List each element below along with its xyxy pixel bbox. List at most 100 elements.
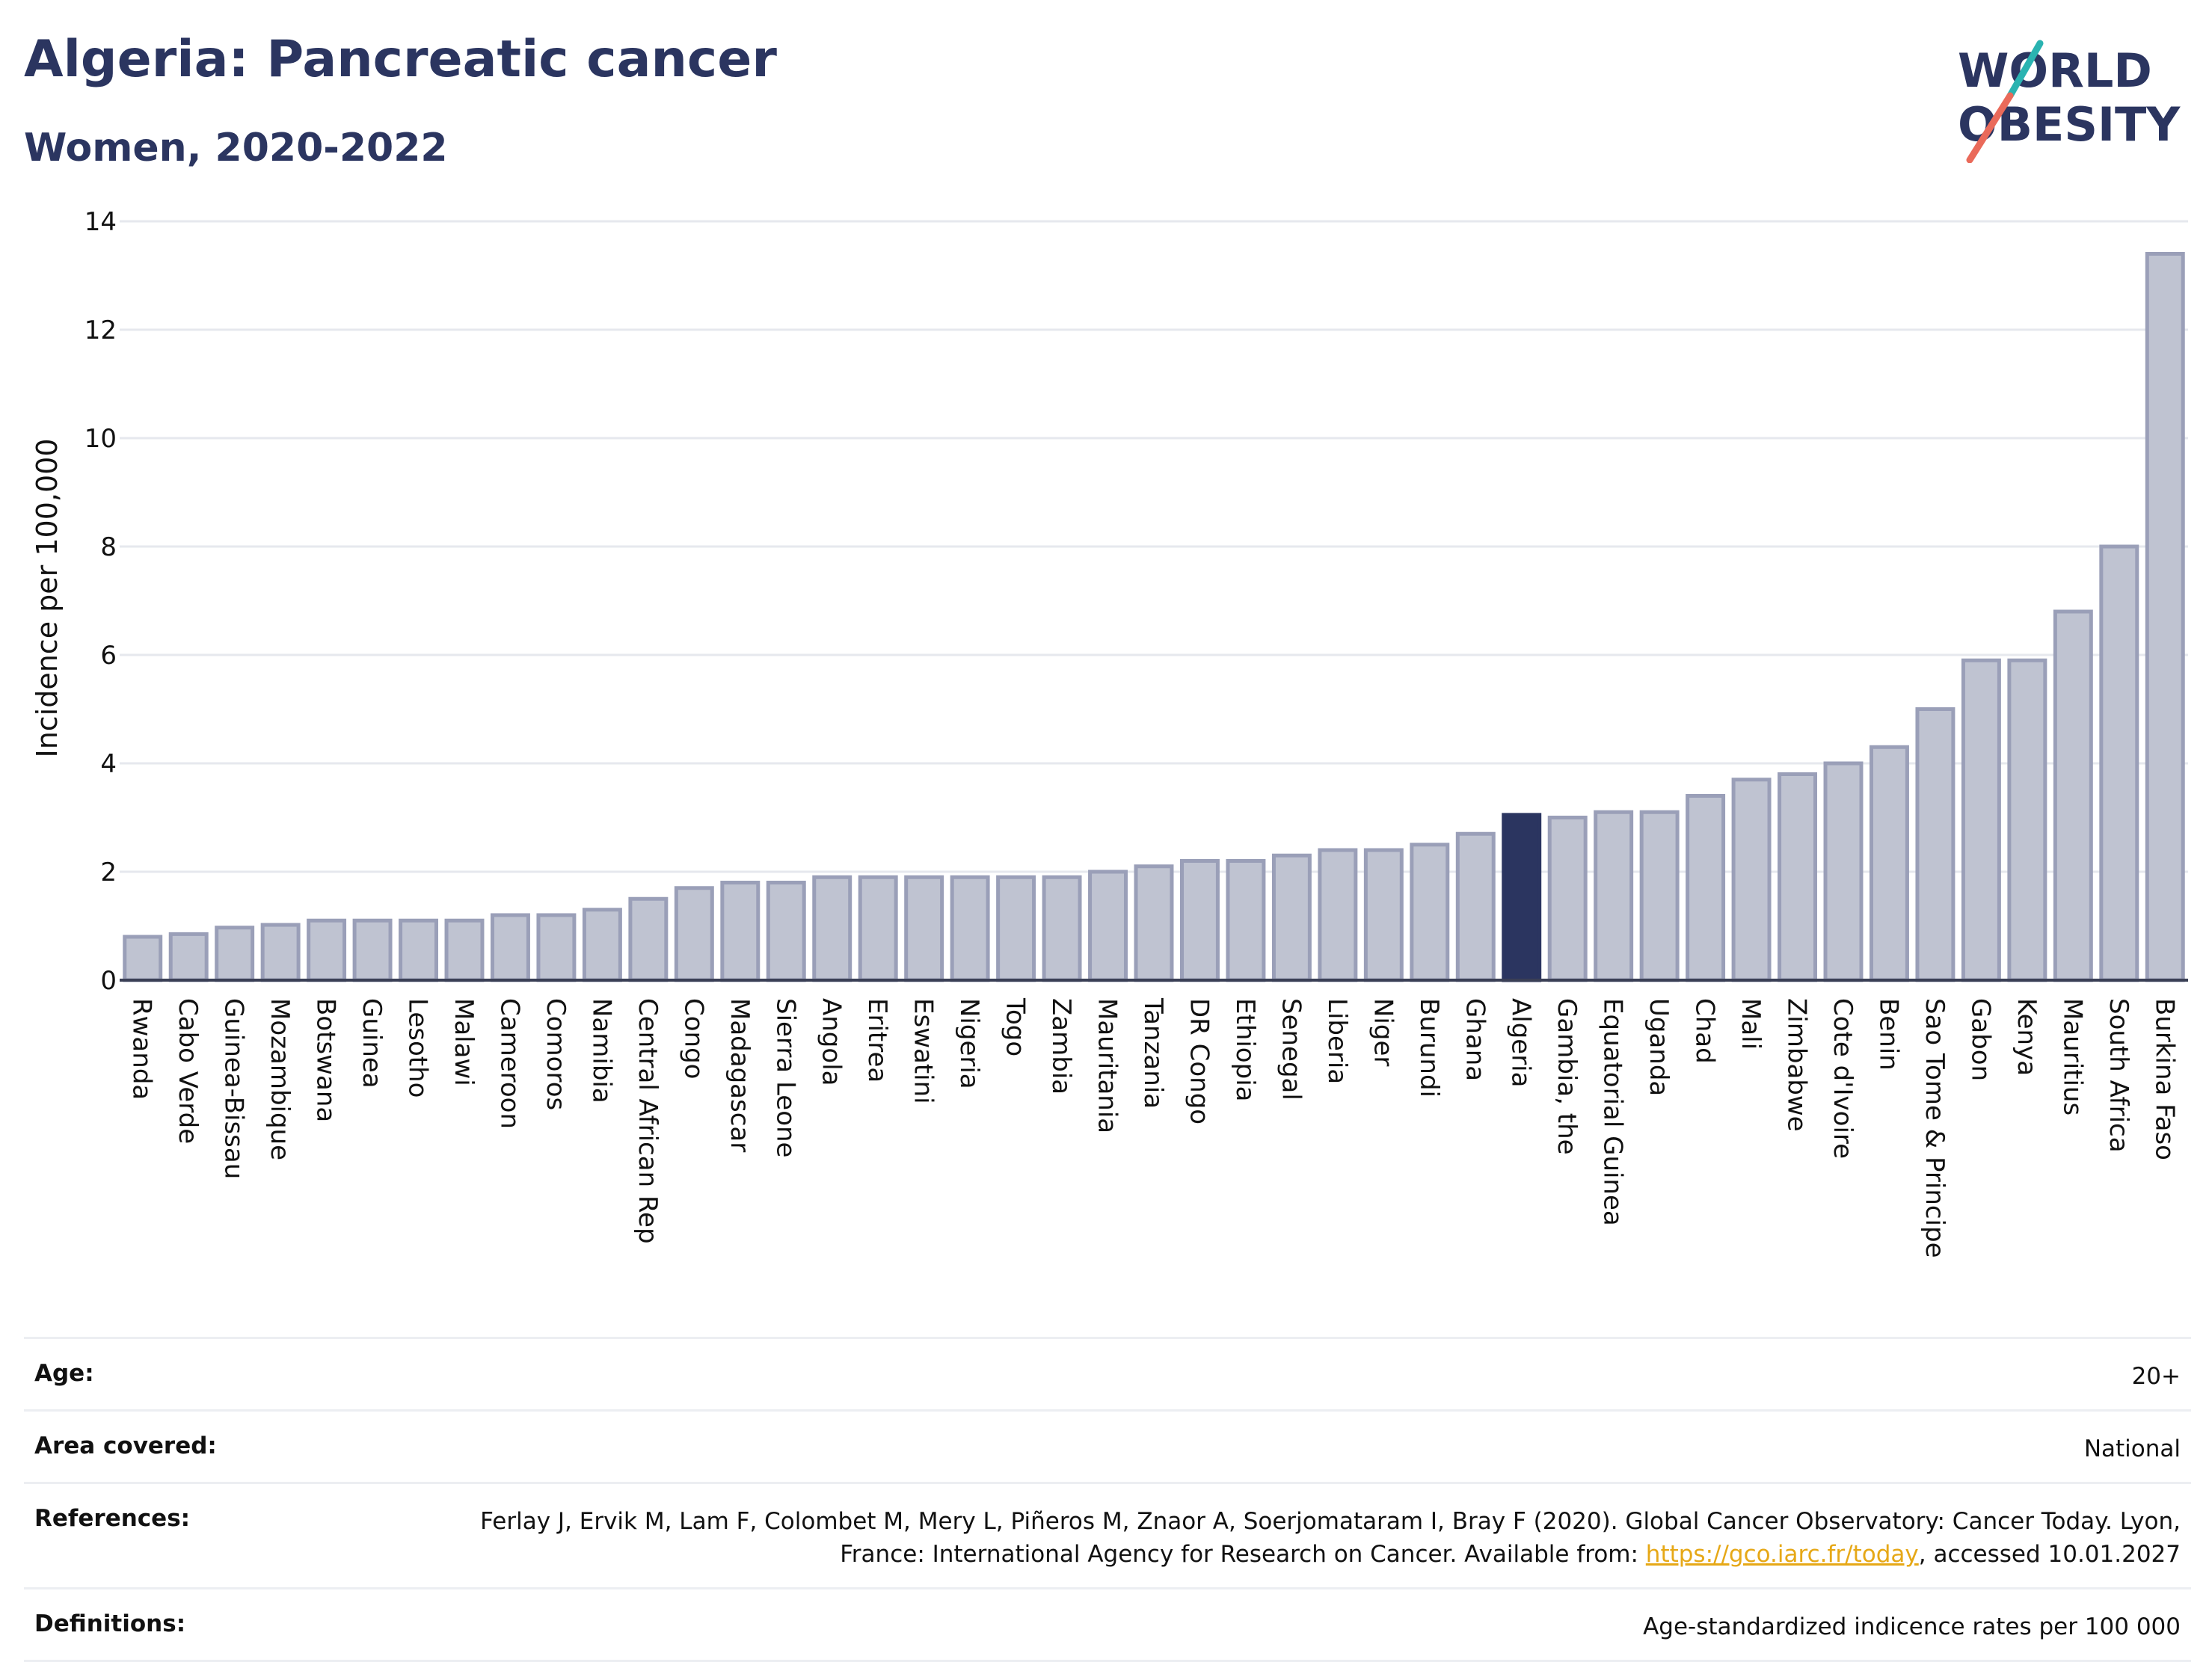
- bar-guinea[interactable]: [352, 918, 393, 982]
- bar-chart: 0 2 4 6 8 10 12 14 Rwanda Cabo Verde Guinea-Bissa…: [31, 207, 2188, 1258]
- x-axis-labels: Rwanda Cabo Verde Guinea-Bissau Mozambique B…: [127, 997, 2180, 1258]
- bar-chad[interactable]: [1686, 794, 1726, 982]
- bar-central-african-rep[interactable]: [628, 896, 669, 982]
- bar-guinea-bissau[interactable]: [215, 926, 255, 982]
- bar-cote-d-ivoire[interactable]: [1823, 761, 1864, 982]
- x-tick-label: Madagascar: [725, 998, 755, 1152]
- x-tick-label: Mauritius: [2057, 998, 2087, 1115]
- bar-gabon[interactable]: [1961, 658, 2001, 982]
- x-tick-label: Niger: [1368, 998, 1398, 1066]
- reference-link[interactable]: https://gco.iarc.fr/today: [1645, 1541, 1919, 1568]
- bar-eswatini[interactable]: [904, 875, 944, 982]
- x-tick-label: Cabo Verde: [173, 998, 203, 1144]
- x-tick-label: Ethiopia: [1230, 998, 1260, 1101]
- bar-togo[interactable]: [996, 875, 1036, 982]
- info-table: Age: 20+ Area covered: National Referenc…: [24, 1337, 2191, 1662]
- bar-cameroon[interactable]: [490, 913, 530, 982]
- bar-rwanda[interactable]: [123, 935, 163, 982]
- bar-lesotho[interactable]: [399, 918, 439, 982]
- bar-mauritania[interactable]: [1088, 870, 1128, 982]
- x-tick-label: Algeria: [1506, 998, 1536, 1087]
- x-tick-label: Comoros: [541, 998, 571, 1110]
- x-tick-label: Central African Rep: [633, 998, 663, 1244]
- bar-ethiopia[interactable]: [1226, 859, 1266, 982]
- x-tick-label: Gambia, the: [1552, 998, 1582, 1155]
- info-row-area: Area covered: National: [24, 1409, 2191, 1482]
- x-tick-label: Zimbabwe: [1782, 998, 1812, 1132]
- bar-gambia-the[interactable]: [1547, 816, 1588, 982]
- info-value-definitions: Age-standardized indicence rates per 100…: [1643, 1613, 2181, 1640]
- bar-algeria[interactable]: [1502, 813, 1542, 982]
- bar-mauritius[interactable]: [2053, 609, 2093, 982]
- x-tick-label: Mozambique: [265, 998, 295, 1160]
- world-obesity-logo[interactable]: WORLD OBESITY: [1952, 36, 2199, 163]
- x-tick-label: Sierra Leone: [770, 998, 800, 1157]
- bar-angola[interactable]: [812, 875, 852, 982]
- bar-eritrea[interactable]: [858, 875, 898, 982]
- x-tick-label: Equatorial Guinea: [1598, 998, 1628, 1226]
- chart-title: Algeria: Pancreatic cancer: [24, 30, 777, 89]
- bar-uganda[interactable]: [1639, 810, 1680, 982]
- x-tick-label: Ghana: [1460, 998, 1490, 1081]
- x-tick-label: Mauritania: [1093, 998, 1122, 1133]
- info-row-age: Age: 20+: [24, 1337, 2191, 1409]
- bar-ghana[interactable]: [1455, 831, 1496, 982]
- bar-sao-tome-principe[interactable]: [1915, 707, 1956, 982]
- y-axis-label: Incidence per 100,000: [31, 438, 64, 757]
- logo-text-world: WORLD: [1958, 43, 2152, 98]
- x-tick-label: Nigeria: [954, 998, 984, 1089]
- bar-nigeria[interactable]: [950, 875, 990, 982]
- x-tick-label: Benin: [1873, 998, 1903, 1071]
- chart-subtitle: Women, 2020-2022: [24, 126, 448, 170]
- y-tick-label: 0: [100, 966, 117, 996]
- x-tick-label: Cote d'Ivoire: [1828, 998, 1858, 1159]
- x-tick-label: Eswatini: [909, 998, 938, 1104]
- x-tick-label: Gabon: [1965, 998, 1995, 1081]
- bar-mozambique[interactable]: [260, 923, 301, 982]
- info-value-area: National: [2083, 1435, 2181, 1462]
- x-tick-label: Chad: [1690, 998, 1720, 1064]
- bar-zambia[interactable]: [1042, 875, 1082, 982]
- x-tick-label: DR Congo: [1184, 998, 1214, 1124]
- x-tick-label: Uganda: [1644, 998, 1674, 1096]
- x-tick-label: Lesotho: [403, 998, 433, 1098]
- bar-botswana[interactable]: [307, 918, 347, 982]
- y-tick-label: 12: [85, 316, 117, 345]
- bar-senegal[interactable]: [1271, 853, 1312, 982]
- x-tick-label: Liberia: [1322, 998, 1352, 1084]
- x-tick-label: Guinea: [357, 998, 387, 1089]
- info-key-age: Age:: [34, 1360, 94, 1387]
- bar-dr-congo[interactable]: [1179, 859, 1220, 982]
- x-tick-label: Tanzania: [1138, 997, 1168, 1109]
- x-tick-label: Eritrea: [862, 998, 892, 1083]
- info-row-definitions: Definitions: Age-standardized indicence …: [24, 1587, 2191, 1662]
- bar-niger[interactable]: [1363, 848, 1404, 982]
- bar-liberia[interactable]: [1318, 848, 1358, 982]
- info-row-references: References: Ferlay J, Ervik M, Lam F, Co…: [24, 1482, 2191, 1587]
- x-tick-label: Kenya: [2012, 998, 2042, 1076]
- bar-kenya[interactable]: [2007, 658, 2047, 982]
- x-tick-label: Guinea-Bissau: [219, 998, 249, 1179]
- bar-benin[interactable]: [1869, 745, 1909, 982]
- x-tick-label: Malawi: [449, 998, 479, 1086]
- bar-sierra-leone[interactable]: [766, 881, 806, 982]
- bar-burkina-faso[interactable]: [2145, 252, 2185, 982]
- y-tick-label: 6: [100, 641, 117, 671]
- bar-south-africa[interactable]: [2099, 544, 2139, 982]
- bar-burundi[interactable]: [1410, 843, 1450, 982]
- bar-madagascar[interactable]: [720, 881, 761, 982]
- bar-malawi[interactable]: [444, 918, 485, 982]
- bar-congo[interactable]: [674, 886, 714, 982]
- bar-mali[interactable]: [1731, 778, 1772, 982]
- bar-equatorial-guinea[interactable]: [1594, 810, 1634, 982]
- info-key-references: References:: [34, 1505, 191, 1532]
- y-tick-label: 4: [100, 749, 117, 779]
- bar-comoros[interactable]: [536, 913, 577, 982]
- bar-namibia[interactable]: [582, 908, 622, 982]
- info-key-definitions: Definitions:: [34, 1610, 186, 1637]
- bar-tanzania[interactable]: [1134, 864, 1174, 982]
- bar-zimbabwe[interactable]: [1778, 772, 1818, 982]
- x-tick-label: Rwanda: [127, 998, 157, 1100]
- x-tick-label: Togo: [1001, 997, 1030, 1056]
- bar-cabo-verde[interactable]: [168, 932, 209, 982]
